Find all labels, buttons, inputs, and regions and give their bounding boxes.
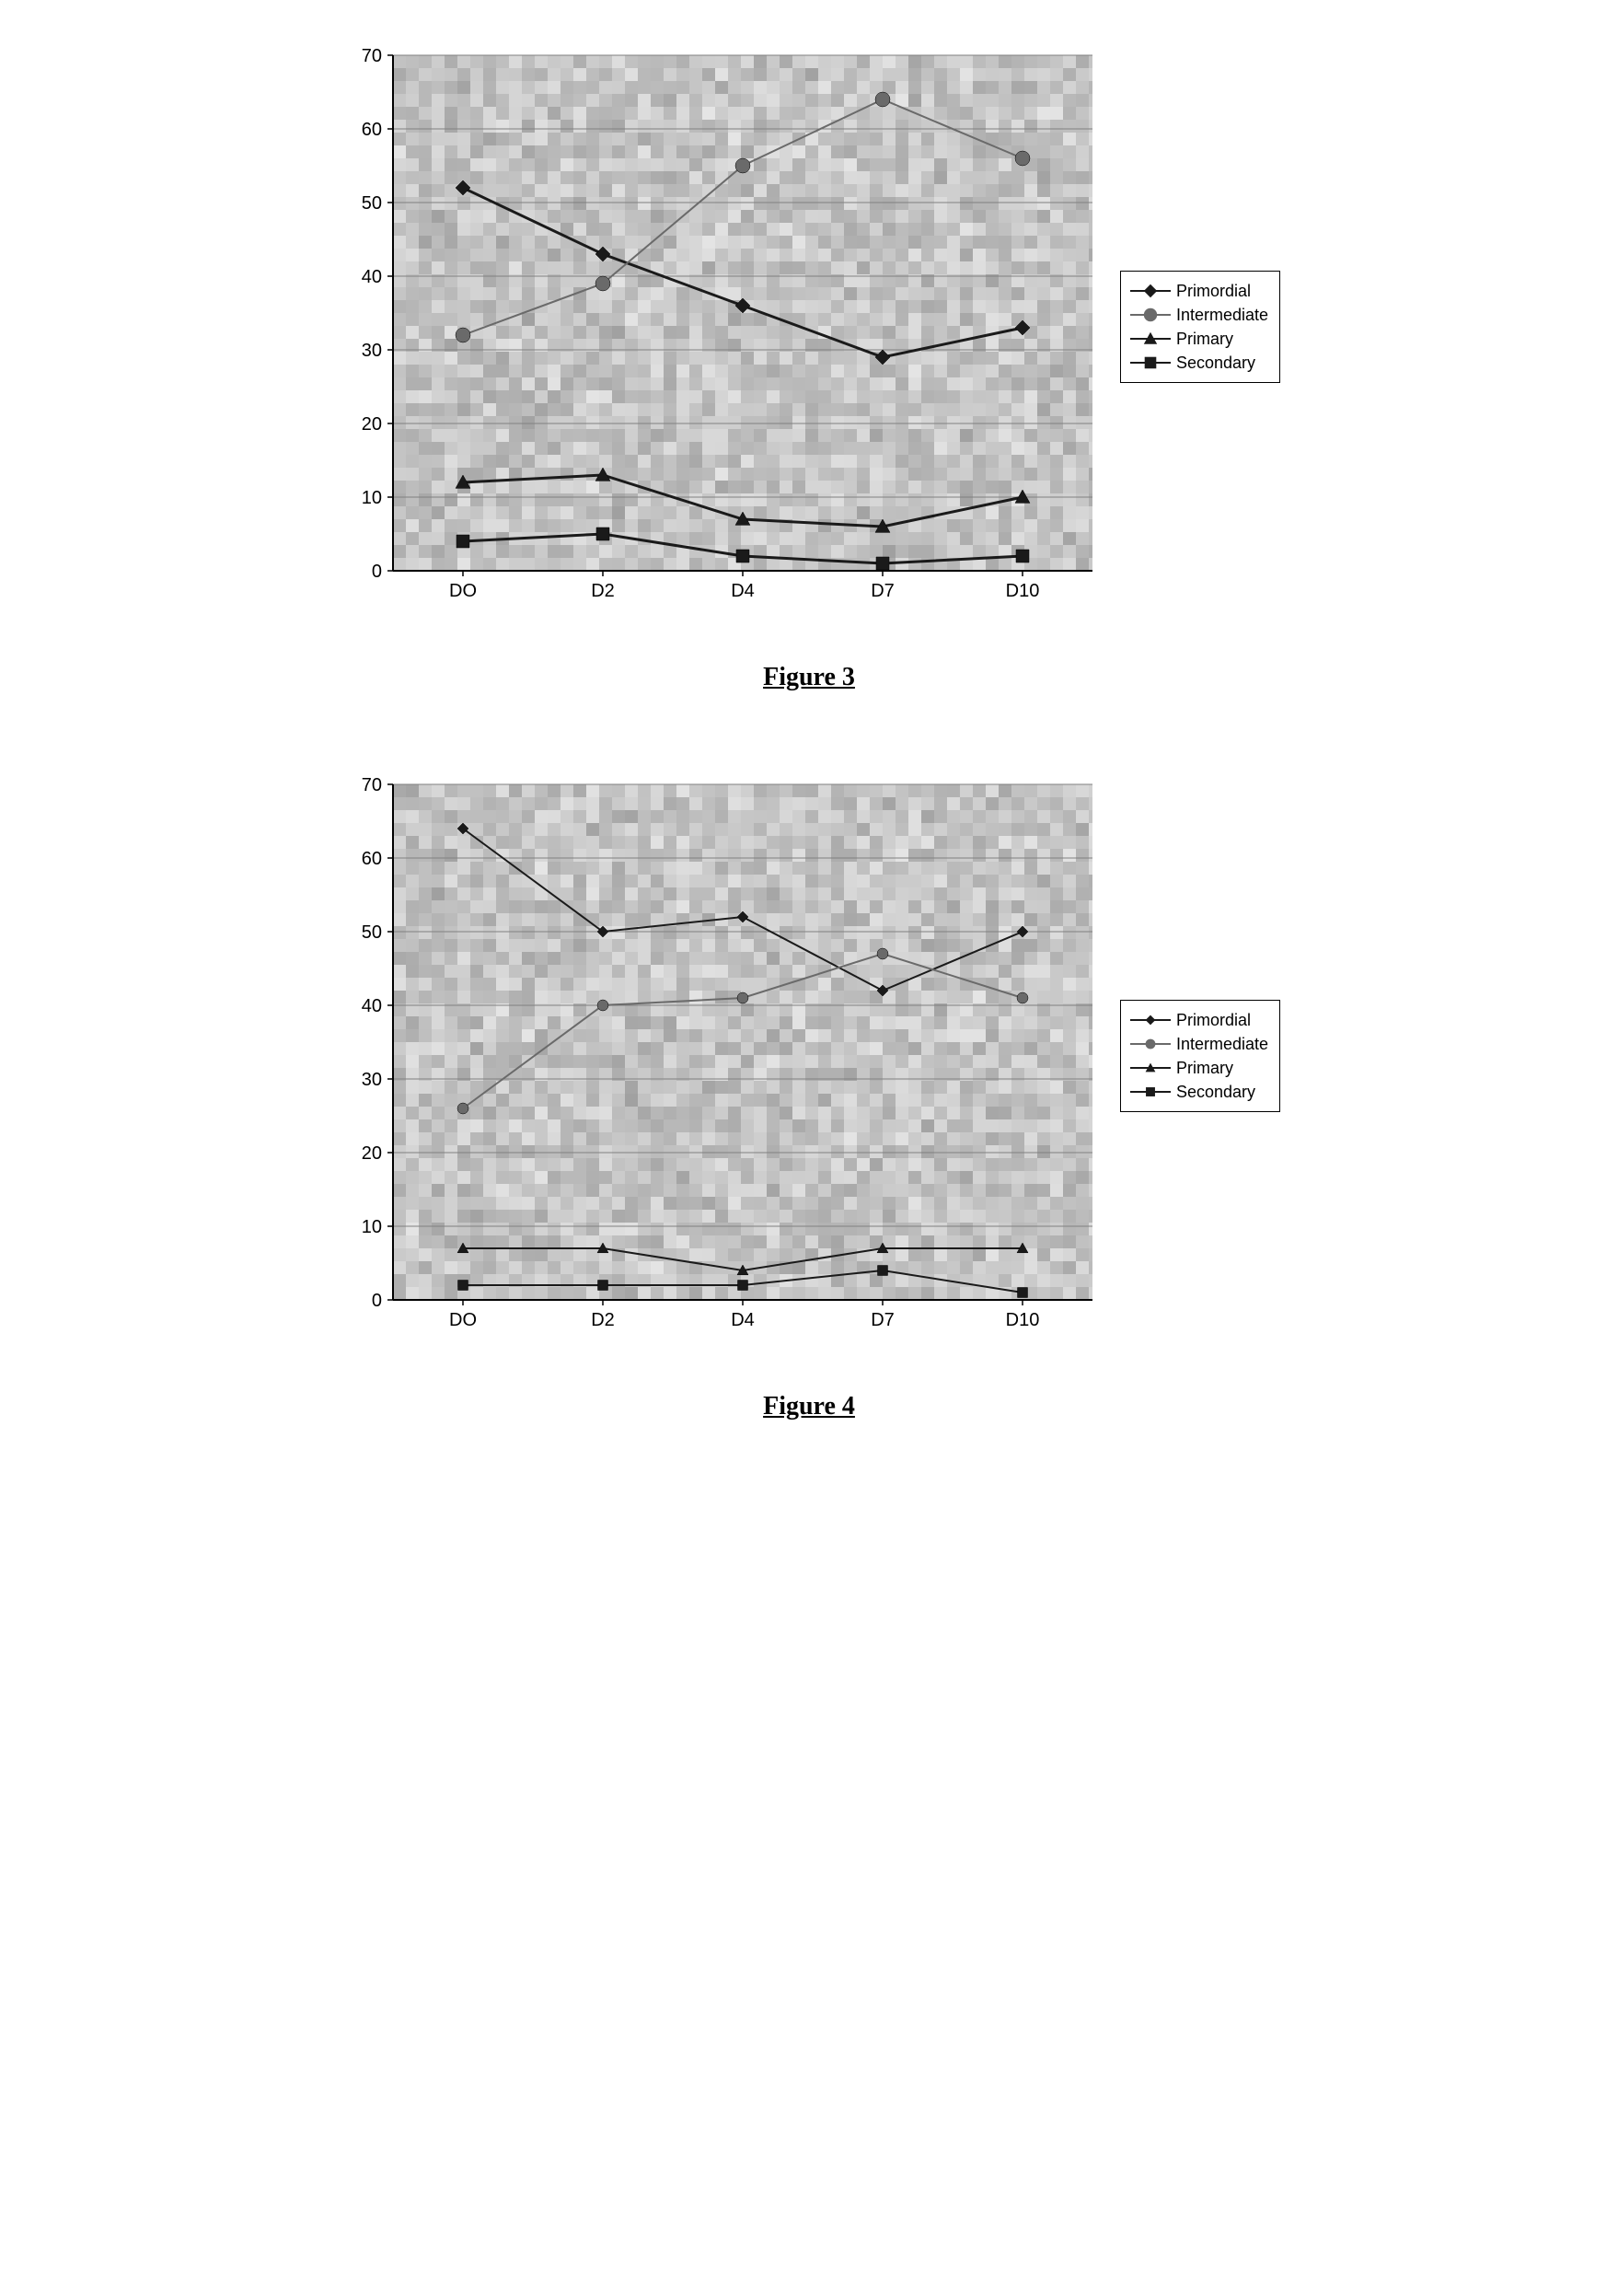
svg-text:D7: D7	[871, 1310, 895, 1330]
svg-text:30: 30	[362, 1070, 382, 1090]
svg-text:70: 70	[362, 775, 382, 795]
svg-text:0: 0	[372, 1291, 382, 1311]
legend-swatch-icon	[1128, 1059, 1173, 1077]
svg-text:D2: D2	[591, 1310, 615, 1330]
figure-4-row: 0 10 20 30 40 50 60 70 DO D2 D4 D7 D10 Primordial Int…	[338, 766, 1280, 1346]
legend-label: Primordial	[1176, 282, 1251, 301]
legend-item: Secondary	[1128, 351, 1268, 375]
legend-swatch-icon	[1128, 282, 1173, 300]
legend-item: Primordial	[1128, 1008, 1268, 1032]
legend-swatch-icon	[1128, 330, 1173, 348]
svg-text:D4: D4	[731, 581, 755, 601]
figure-3-row: 0 10 20 30 40 50 60 70 DO D2 D4 D7 D10 Primordial Int…	[338, 37, 1280, 617]
svg-text:60: 60	[362, 849, 382, 869]
svg-text:D2: D2	[591, 581, 615, 601]
svg-text:D4: D4	[731, 1310, 755, 1330]
svg-text:D7: D7	[871, 581, 895, 601]
svg-text:50: 50	[362, 922, 382, 943]
svg-text:50: 50	[362, 193, 382, 214]
svg-text:0: 0	[372, 562, 382, 582]
svg-text:70: 70	[362, 46, 382, 66]
legend-swatch-icon	[1128, 1035, 1173, 1053]
legend-label: Secondary	[1176, 1083, 1255, 1102]
svg-text:40: 40	[362, 996, 382, 1016]
figure-4: 0 10 20 30 40 50 60 70 DO D2 D4 D7 D10 Primordial Int…	[18, 766, 1600, 1421]
svg-text:30: 30	[362, 341, 382, 361]
figure-4-legend: Primordial Intermediate Primary Secondary	[1120, 1000, 1280, 1112]
legend-label: Primordial	[1176, 1011, 1251, 1030]
figure-3: 0 10 20 30 40 50 60 70 DO D2 D4 D7 D10 Primordial Int…	[18, 37, 1600, 692]
legend-item: Primary	[1128, 1056, 1268, 1080]
legend-label: Primary	[1176, 1059, 1233, 1078]
figure-3-legend: Primordial Intermediate Primary Secondary	[1120, 271, 1280, 383]
legend-swatch-icon	[1128, 306, 1173, 324]
svg-text:20: 20	[362, 1143, 382, 1164]
legend-swatch-icon	[1128, 354, 1173, 372]
svg-text:DO: DO	[449, 1310, 477, 1330]
legend-label: Secondary	[1176, 354, 1255, 373]
legend-label: Primary	[1176, 330, 1233, 349]
svg-text:10: 10	[362, 488, 382, 508]
figure-3-chart: 0 10 20 30 40 50 60 70 DO D2 D4 D7 D10	[338, 37, 1102, 617]
legend-label: Intermediate	[1176, 1035, 1268, 1054]
legend-item: Primordial	[1128, 279, 1268, 303]
legend-swatch-icon	[1128, 1083, 1173, 1101]
legend-item: Intermediate	[1128, 1032, 1268, 1056]
svg-text:60: 60	[362, 120, 382, 140]
figure-4-chart: 0 10 20 30 40 50 60 70 DO D2 D4 D7 D10	[338, 766, 1102, 1346]
legend-item: Primary	[1128, 327, 1268, 351]
figure-4-caption: Figure 4	[763, 1392, 855, 1421]
legend-item: Intermediate	[1128, 303, 1268, 327]
svg-text:D10: D10	[1006, 581, 1040, 601]
legend-label: Intermediate	[1176, 306, 1268, 325]
figure-3-caption: Figure 3	[763, 663, 855, 692]
legend-item: Secondary	[1128, 1080, 1268, 1104]
svg-text:20: 20	[362, 414, 382, 435]
svg-text:10: 10	[362, 1217, 382, 1237]
svg-text:DO: DO	[449, 581, 477, 601]
legend-swatch-icon	[1128, 1011, 1173, 1029]
svg-text:D10: D10	[1006, 1310, 1040, 1330]
svg-text:40: 40	[362, 267, 382, 287]
